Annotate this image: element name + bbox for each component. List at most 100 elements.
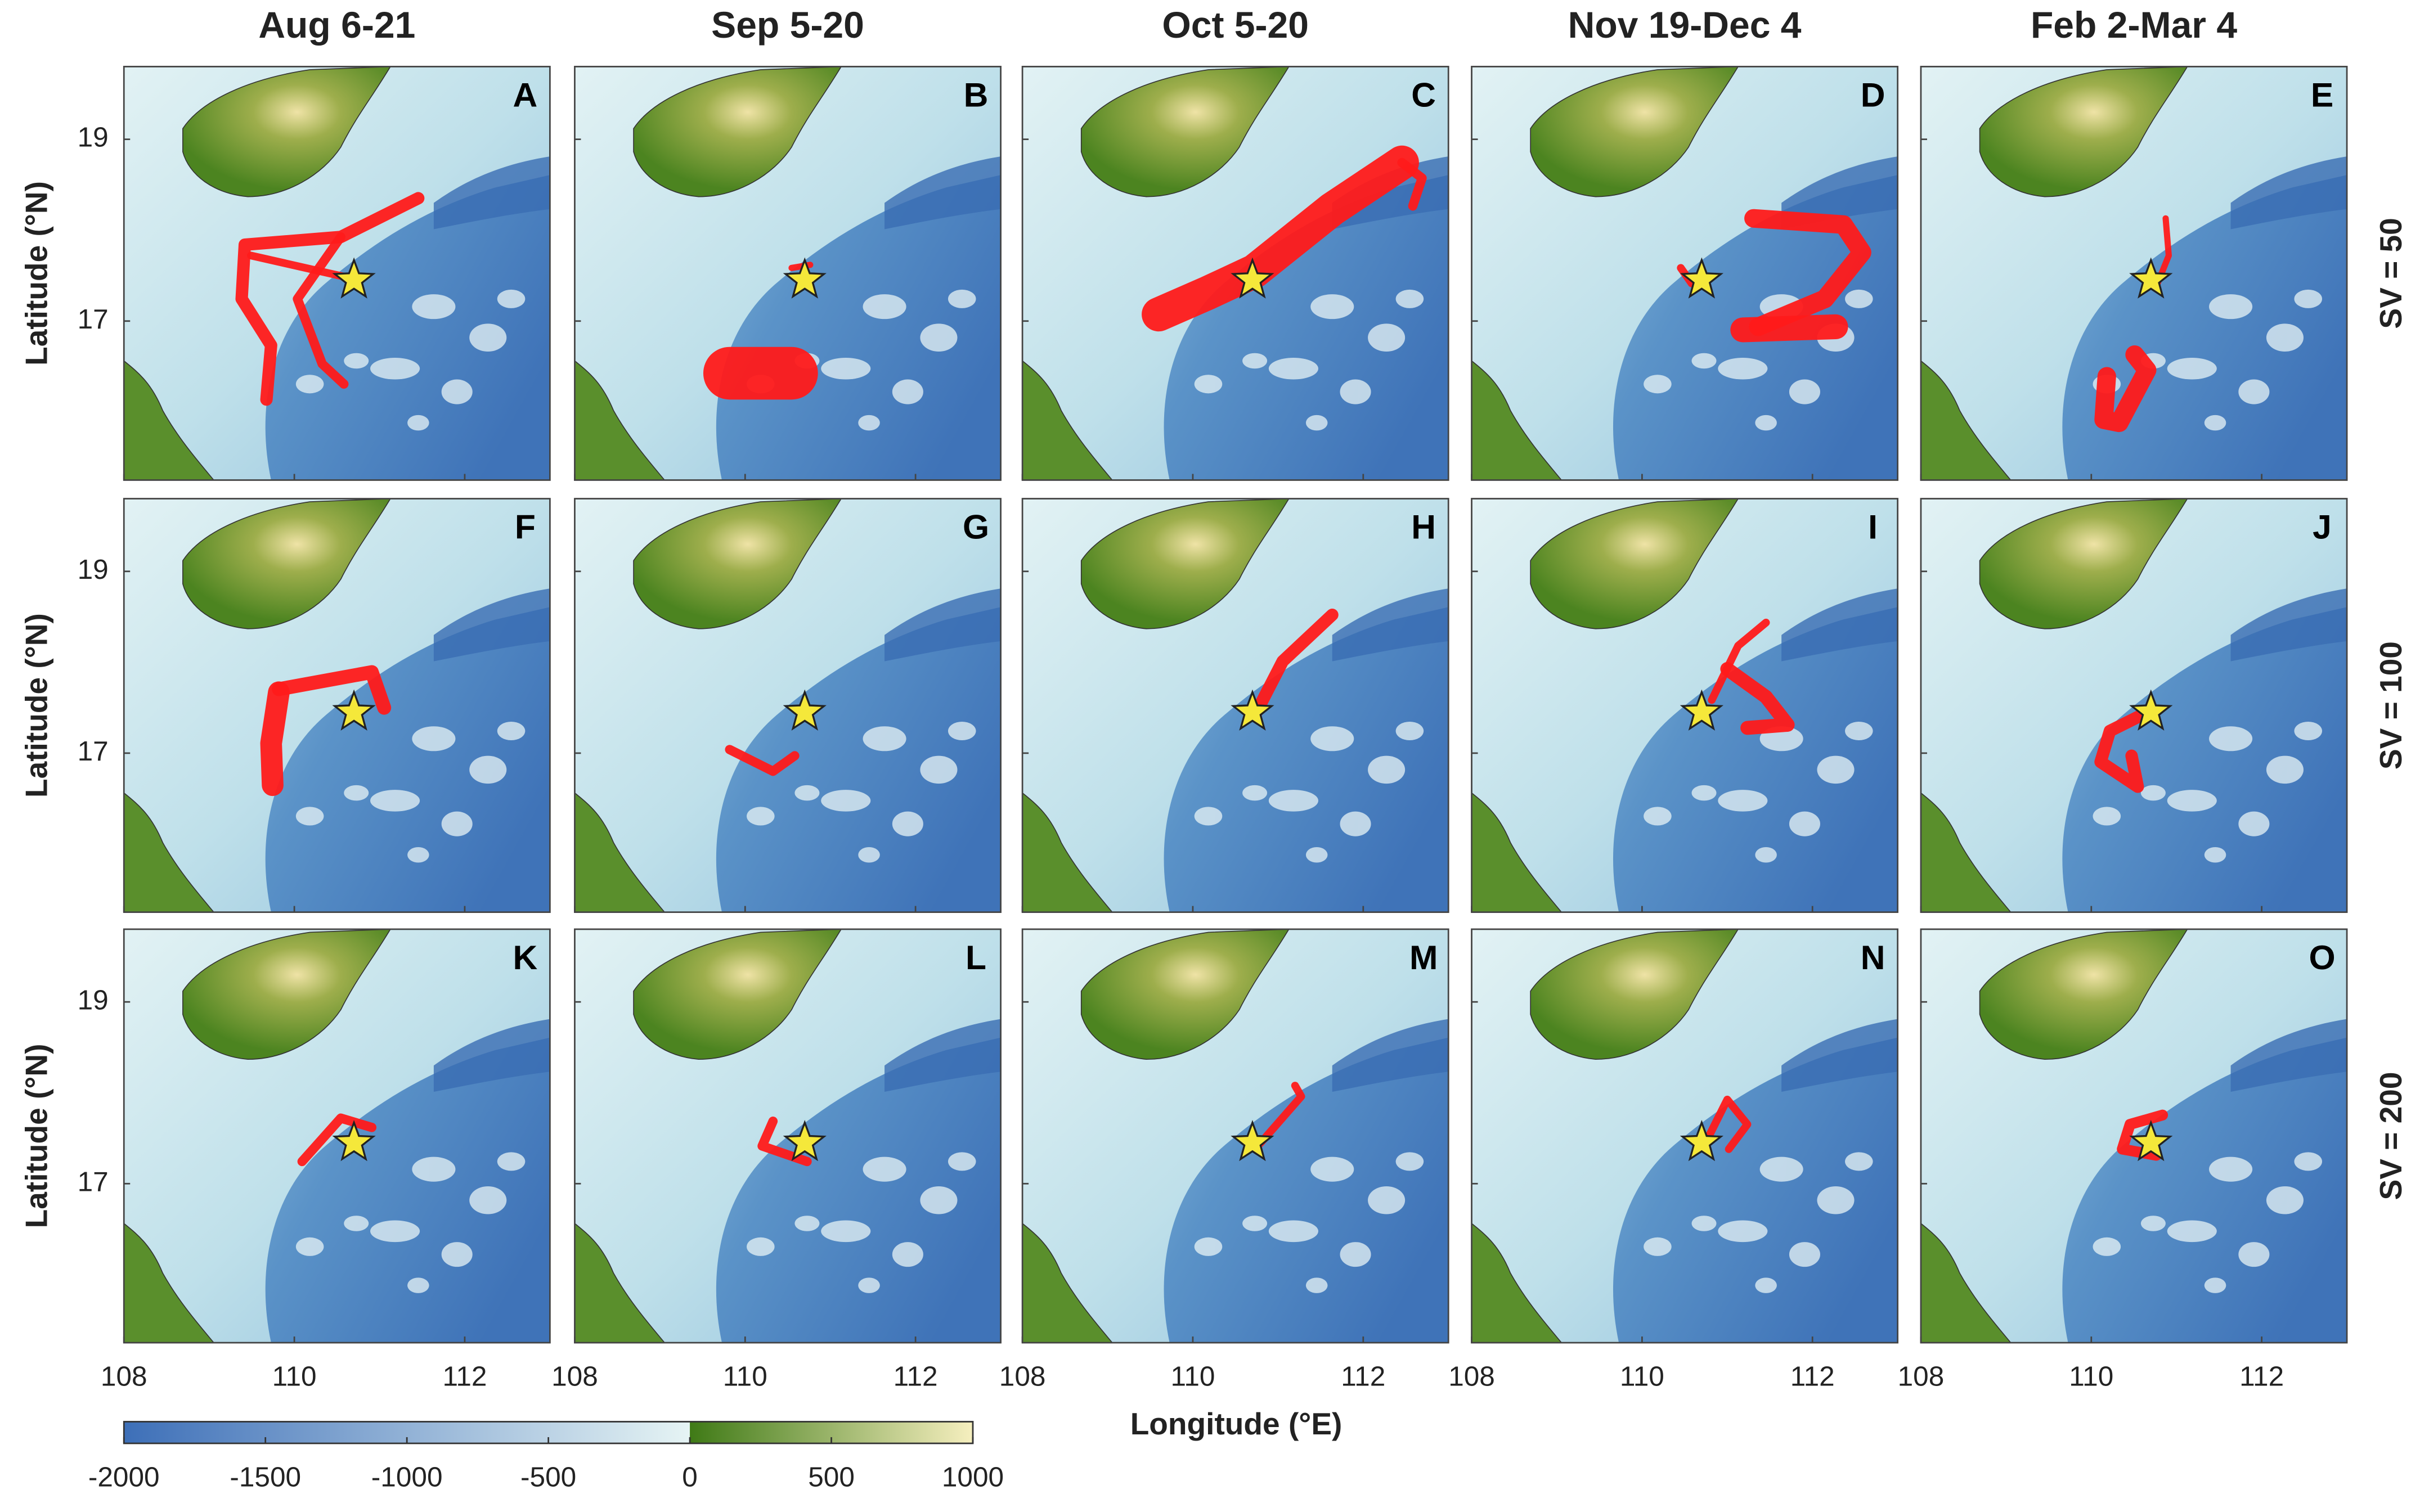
particle-plume (1730, 314, 1848, 343)
panel-frame (1920, 66, 2348, 481)
release-star (1231, 1120, 1274, 1162)
particle-plume (1700, 1095, 1752, 1153)
release-star (1231, 257, 1274, 299)
colorbar-tick-label: 0 (682, 1461, 698, 1492)
map-panel: A (123, 66, 551, 481)
y-tick-label: 19 (78, 122, 109, 153)
map-panel: L (574, 928, 1002, 1344)
panel-frame (123, 928, 551, 1344)
panel-letter: A (513, 75, 537, 114)
panel-frame (1920, 928, 2348, 1344)
map-area (1920, 66, 2347, 480)
map-panel: J (1920, 498, 2348, 914)
panel-frame (1471, 66, 1899, 481)
map-panel: F (123, 498, 551, 914)
panel-frame (1021, 66, 1449, 481)
map-panel: B (574, 66, 1002, 481)
x-axis-label: Longitude (°E) (1130, 1406, 1343, 1441)
map-area (1471, 66, 1898, 480)
colorbar-tick-label: 500 (808, 1461, 855, 1492)
map-area (124, 66, 550, 480)
y-tick-label: 17 (78, 1166, 109, 1197)
colorbar-tick-label: -1500 (230, 1461, 301, 1492)
row-label: SV = 200 (2373, 1072, 2408, 1200)
panel-frame (1471, 928, 1899, 1344)
release-star (1231, 689, 1274, 731)
panel-letter: D (1861, 75, 1885, 114)
map-area (574, 929, 1001, 1343)
panel-letter: I (1868, 508, 1878, 546)
map-area (1920, 929, 2347, 1343)
x-tick-label: 112 (1790, 1360, 1835, 1392)
release-star (1680, 689, 1724, 731)
particle-plume (757, 1117, 812, 1167)
release-star (2129, 1120, 2173, 1162)
panel-frame (123, 498, 551, 914)
y-tick-label: 19 (78, 984, 109, 1015)
particle-plume (297, 1113, 377, 1167)
row-label: SV = 50 (2373, 218, 2408, 328)
map-panel: K (123, 928, 551, 1344)
column-header: Feb 2-Mar 4 (2031, 4, 2237, 46)
particle-plume (1708, 618, 1770, 704)
colorbar-tick-label: -1000 (371, 1461, 443, 1492)
map-area (1471, 498, 1898, 912)
x-tick-label: 110 (272, 1360, 317, 1392)
panel-frame (574, 66, 1002, 481)
x-tick-label: 108 (999, 1360, 1046, 1392)
column-header: Oct 5-20 (1162, 4, 1309, 46)
y-axis-label: Latitude (°N) (19, 181, 53, 366)
release-star (1680, 1120, 1724, 1162)
x-tick-label: 112 (2239, 1360, 2284, 1392)
map-panel: C (1021, 66, 1449, 481)
map-panel: M (1021, 928, 1449, 1344)
release-star (783, 257, 827, 299)
particle-plume (2094, 345, 2157, 433)
particle-plume (1720, 662, 1795, 735)
particle-plume (1744, 209, 1871, 336)
panel-letter: H (1411, 508, 1436, 546)
colorbar-tick-label: -2000 (88, 1461, 160, 1492)
x-tick-label: 110 (1170, 1360, 1215, 1392)
map-panel: E (1920, 66, 2348, 481)
colorbar-tick-label: 1000 (942, 1461, 1004, 1492)
row-label: SV = 100 (2373, 641, 2408, 770)
map-panel: G (574, 498, 1002, 914)
map-panel: D (1471, 66, 1899, 481)
map-area (1022, 929, 1449, 1343)
y-axis-label: Latitude (°N) (19, 1044, 53, 1228)
x-tick-label: 110 (723, 1360, 767, 1392)
panel-frame (1920, 498, 2348, 914)
panel-letter: M (1409, 938, 1438, 976)
panel-frame (123, 66, 551, 481)
map-area (1022, 66, 1449, 480)
particle-plume (725, 745, 800, 776)
panel-frame (574, 928, 1002, 1344)
panel-letter: J (2313, 508, 2332, 546)
release-star (2129, 257, 2173, 299)
x-tick-label: 108 (101, 1360, 147, 1392)
particle-plume (235, 192, 425, 406)
y-tick-label: 19 (78, 554, 109, 585)
panel-letter: G (963, 508, 989, 546)
release-star (783, 1120, 827, 1162)
release-star (332, 689, 376, 731)
panel-letter: K (513, 938, 537, 976)
map-panel: I (1471, 498, 1899, 914)
release-star (783, 689, 827, 731)
map-area (124, 498, 550, 912)
panel-frame (574, 498, 1002, 914)
particle-plume (260, 681, 290, 796)
particle-plume (2117, 1109, 2168, 1161)
map-panel: O (1920, 928, 2348, 1344)
panel-letter: E (2311, 75, 2333, 114)
colorbar-tick-label: -500 (520, 1461, 576, 1492)
map-area (124, 929, 550, 1343)
x-tick-label: 112 (1341, 1360, 1385, 1392)
y-tick-label: 17 (78, 303, 109, 335)
release-star (1680, 257, 1724, 299)
release-star (2129, 689, 2173, 731)
x-tick-label: 112 (894, 1360, 938, 1392)
